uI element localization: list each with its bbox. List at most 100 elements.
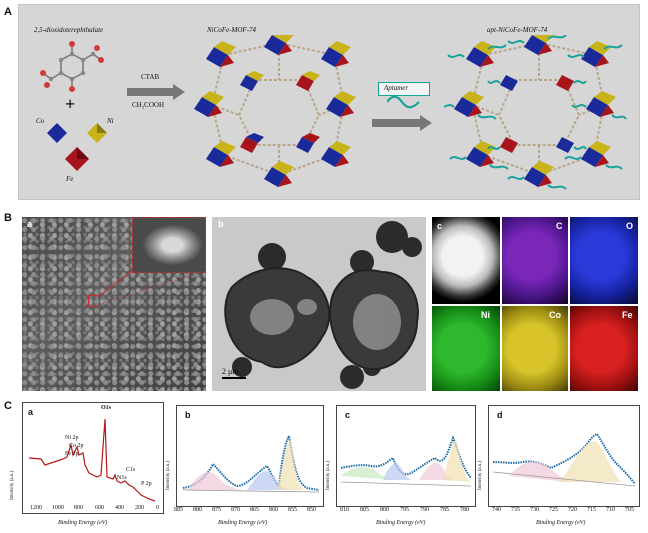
xps-a-ylabel: Intensity (a.u.) bbox=[10, 470, 15, 500]
xps-d-tick-5: 715 bbox=[587, 507, 596, 513]
linker-molecule bbox=[40, 41, 104, 92]
reagent-ctab: CTAB bbox=[141, 73, 160, 81]
xps-a-xlabel: Binding Energy (eV) bbox=[58, 520, 108, 526]
xps-a-label: a bbox=[28, 407, 34, 417]
xps-b-tick-1: 880 bbox=[193, 507, 202, 513]
xps-b-tick-4: 865 bbox=[250, 507, 259, 513]
aptamer-strand bbox=[387, 95, 420, 109]
xps-d-tick-1: 735 bbox=[511, 507, 520, 513]
tem-image: 2 μm bbox=[212, 217, 426, 391]
sem-label: a bbox=[27, 219, 33, 229]
xps-c-ylabel: Intensity (a.u.) bbox=[326, 460, 331, 490]
xps-d-tick-2: 730 bbox=[530, 507, 539, 513]
xps-a-tick-6: 0 bbox=[156, 505, 159, 511]
xps-co2p-curve bbox=[340, 435, 472, 487]
scale-bar-label: 2 μm bbox=[222, 367, 239, 376]
xps-a-tick-3: 600 bbox=[95, 505, 104, 511]
panel-label-c: C bbox=[4, 400, 12, 412]
xps-a-tick-2: 800 bbox=[74, 505, 83, 511]
eds-overview bbox=[432, 217, 500, 304]
xps-d-tick-4: 720 bbox=[568, 507, 577, 513]
xps-c-tick-0: 810 bbox=[340, 507, 349, 513]
peak-p2p: P 2p bbox=[141, 481, 152, 487]
sem-zoom-box bbox=[88, 295, 100, 307]
peak-fe2p: Fe 2p bbox=[65, 451, 79, 457]
xps-b-ylabel: Intensity (a.u.) bbox=[166, 460, 171, 490]
xps-c-xlabel: Binding Energy (eV) bbox=[376, 520, 426, 526]
sem-inset bbox=[132, 217, 206, 273]
xps-fe2p-curve bbox=[492, 432, 636, 487]
xps-d-tick-7: 705 bbox=[625, 507, 634, 513]
xps-c-tick-5: 785 bbox=[440, 507, 449, 513]
mof2-title: apt-NiCoFe-MOF-74 bbox=[487, 26, 548, 34]
xps-d-tick-0: 740 bbox=[492, 507, 501, 513]
map-label-c: C bbox=[556, 221, 563, 231]
reaction-arrow-1 bbox=[127, 84, 185, 100]
xps-c-tick-1: 805 bbox=[360, 507, 369, 513]
xps-co2p: c bbox=[336, 405, 476, 507]
xps-c-tick-3: 795 bbox=[400, 507, 409, 513]
map-label-co: Co bbox=[549, 310, 561, 320]
xps-c-tick-4: 790 bbox=[420, 507, 429, 513]
fe-label: Fe bbox=[66, 175, 74, 183]
peak-ni2p: Ni 2p bbox=[65, 435, 79, 441]
eds-map-ni bbox=[432, 306, 500, 391]
mof1-framework bbox=[194, 35, 356, 187]
map-label-ni: Ni bbox=[481, 310, 490, 320]
aptamer-label-box bbox=[378, 82, 430, 96]
eds-map-c bbox=[502, 217, 568, 304]
sem-image bbox=[22, 217, 206, 391]
reagent-acid: CH₃COOH bbox=[132, 101, 164, 109]
xps-d-label: d bbox=[497, 410, 503, 420]
eds-label: c bbox=[437, 221, 443, 231]
aptamer-label: Aptamer bbox=[384, 84, 409, 92]
xps-b-tick-3: 870 bbox=[231, 507, 240, 513]
eds-map-fe bbox=[570, 306, 638, 391]
ni-label: Ni bbox=[107, 117, 114, 125]
xps-a-tick-4: 400 bbox=[115, 505, 124, 511]
xps-b-tick-6: 855 bbox=[288, 507, 297, 513]
panel-label-a: A bbox=[4, 6, 12, 18]
xps-c-label: c bbox=[345, 410, 351, 420]
peak-co2p: Co 2p bbox=[69, 443, 84, 449]
peak-n1s: N1s bbox=[117, 475, 127, 481]
tem-particles bbox=[222, 221, 422, 389]
xps-fe2p: d bbox=[488, 405, 640, 507]
xps-d-xlabel: Binding Energy (eV) bbox=[536, 520, 586, 526]
reaction-arrow-2 bbox=[372, 115, 432, 131]
xps-a-tick-5: 200 bbox=[135, 505, 144, 511]
plus-sign: + bbox=[65, 94, 76, 114]
xps-ni2p-curve bbox=[182, 433, 320, 493]
xps-b-tick-2: 875 bbox=[212, 507, 221, 513]
xps-c-tick-2: 800 bbox=[380, 507, 389, 513]
xps-b-tick-5: 860 bbox=[269, 507, 278, 513]
xps-b-tick-7: 850 bbox=[307, 507, 316, 513]
peak-c1s: C1s bbox=[126, 467, 136, 473]
xps-a-tick-1: 1000 bbox=[52, 505, 64, 511]
sem-zoom-lines bbox=[97, 270, 205, 306]
map-label-o: O bbox=[626, 221, 634, 231]
eds-map-co bbox=[502, 306, 568, 391]
xps-d-ylabel: Intensity (a.u.) bbox=[478, 460, 483, 490]
xps-b-label: b bbox=[185, 410, 191, 420]
tem-label: b bbox=[218, 219, 224, 229]
xps-a-tick-0: 1200 bbox=[30, 505, 42, 511]
map-label-fe: Fe bbox=[622, 310, 633, 320]
eds-map-o bbox=[570, 217, 638, 304]
xps-survey-curve bbox=[28, 418, 156, 502]
peak-o1s: O1s bbox=[101, 405, 112, 411]
xps-b-xlabel: Binding Energy (eV) bbox=[218, 520, 268, 526]
panel-label-b: B bbox=[4, 212, 12, 224]
mof2-framework bbox=[444, 35, 627, 190]
co-label: Co bbox=[36, 117, 45, 125]
xps-d-tick-3: 725 bbox=[549, 507, 558, 513]
metal-octahedra bbox=[47, 123, 107, 171]
xps-d-tick-6: 710 bbox=[606, 507, 615, 513]
xps-ni2p: b bbox=[176, 405, 324, 507]
xps-c-tick-6: 780 bbox=[460, 507, 469, 513]
scheme-panel: 2,5-dioxidoterephthalate + Co Ni Fe CTAB… bbox=[18, 4, 640, 200]
linker-label: 2,5-dioxidoterephthalate bbox=[34, 26, 104, 34]
mof1-title: NiCoFe-MOF-74 bbox=[207, 26, 256, 34]
xps-survey: a Ni 2p Co 2p Fe 2p O1s N1s C1s P 2p bbox=[22, 402, 164, 514]
xps-b-tick-0: 885 bbox=[174, 507, 183, 513]
